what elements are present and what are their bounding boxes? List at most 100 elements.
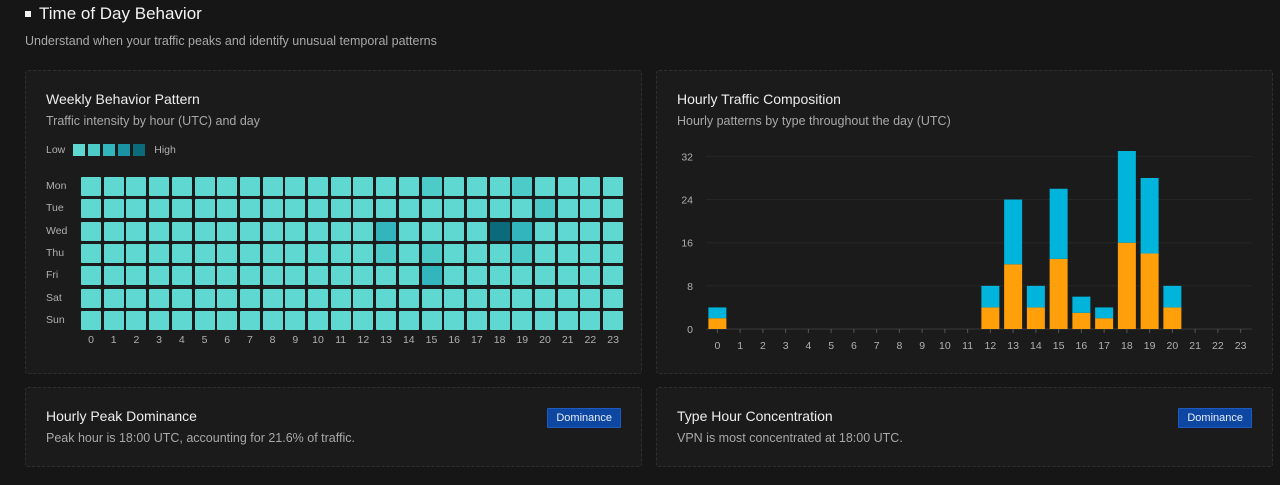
heatmap-cell[interactable]: [421, 177, 442, 196]
heatmap-cell[interactable]: [262, 199, 283, 219]
heatmap-cell[interactable]: [262, 177, 283, 196]
heatmap-cell[interactable]: [444, 266, 465, 286]
heatmap-cell[interactable]: [194, 199, 215, 219]
heatmap-cell[interactable]: [512, 243, 533, 263]
heatmap-cell[interactable]: [444, 243, 465, 263]
heatmap-cell[interactable]: [421, 266, 442, 286]
heatmap-cell[interactable]: [81, 221, 101, 241]
heatmap-cell[interactable]: [376, 310, 397, 330]
heatmap-cell[interactable]: [171, 221, 192, 241]
heatmap-cell[interactable]: [149, 266, 170, 286]
heatmap-cell[interactable]: [466, 310, 487, 330]
heatmap-cell[interactable]: [444, 310, 465, 330]
heatmap-cell[interactable]: [285, 221, 306, 241]
heatmap-cell[interactable]: [466, 266, 487, 286]
heatmap-cell[interactable]: [126, 243, 147, 263]
heatmap-cell[interactable]: [353, 199, 374, 219]
heatmap-cell[interactable]: [149, 177, 170, 196]
heatmap-cell[interactable]: [330, 199, 351, 219]
heatmap-cell[interactable]: [512, 177, 533, 196]
heatmap-cell[interactable]: [376, 288, 397, 308]
heatmap-cell[interactable]: [557, 266, 578, 286]
heatmap-cell[interactable]: [330, 288, 351, 308]
heatmap-cell[interactable]: [353, 288, 374, 308]
heatmap-cell[interactable]: [444, 288, 465, 308]
heatmap-cell[interactable]: [171, 310, 192, 330]
heatmap-cell[interactable]: [580, 221, 601, 241]
heatmap-cell[interactable]: [376, 177, 397, 196]
heatmap-cell[interactable]: [81, 266, 101, 286]
heatmap-cell[interactable]: [171, 177, 192, 196]
heatmap-cell[interactable]: [489, 310, 510, 330]
heatmap-cell[interactable]: [194, 243, 215, 263]
heatmap-cell[interactable]: [557, 310, 578, 330]
heatmap-cell[interactable]: [308, 199, 328, 219]
heatmap-cell[interactable]: [217, 266, 238, 286]
heatmap-cell[interactable]: [603, 177, 624, 196]
heatmap-cell[interactable]: [580, 310, 601, 330]
heatmap-cell[interactable]: [603, 310, 624, 330]
heatmap-cell[interactable]: [489, 177, 510, 196]
heatmap-cell[interactable]: [308, 266, 328, 286]
heatmap-cell[interactable]: [149, 199, 170, 219]
heatmap-cell[interactable]: [149, 288, 170, 308]
heatmap-cell[interactable]: [535, 221, 555, 241]
heatmap-cell[interactable]: [126, 199, 147, 219]
heatmap-cell[interactable]: [512, 266, 533, 286]
heatmap-cell[interactable]: [149, 310, 170, 330]
heatmap-cell[interactable]: [171, 243, 192, 263]
heatmap-cell[interactable]: [466, 243, 487, 263]
heatmap-cell[interactable]: [603, 266, 624, 286]
heatmap-cell[interactable]: [103, 243, 124, 263]
heatmap-cell[interactable]: [262, 266, 283, 286]
heatmap-cell[interactable]: [466, 288, 487, 308]
heatmap-cell[interactable]: [194, 266, 215, 286]
heatmap-cell[interactable]: [285, 199, 306, 219]
heatmap-cell[interactable]: [580, 177, 601, 196]
heatmap-cell[interactable]: [126, 221, 147, 241]
heatmap-cell[interactable]: [81, 177, 101, 196]
heatmap-cell[interactable]: [262, 310, 283, 330]
heatmap-cell[interactable]: [466, 177, 487, 196]
heatmap-cell[interactable]: [330, 310, 351, 330]
heatmap-cell[interactable]: [149, 243, 170, 263]
heatmap-cell[interactable]: [398, 177, 419, 196]
heatmap-cell[interactable]: [285, 177, 306, 196]
heatmap-cell[interactable]: [285, 310, 306, 330]
heatmap-cell[interactable]: [535, 199, 555, 219]
heatmap-cell[interactable]: [239, 310, 260, 330]
heatmap-cell[interactable]: [580, 243, 601, 263]
heatmap-cell[interactable]: [126, 288, 147, 308]
heatmap-cell[interactable]: [535, 177, 555, 196]
heatmap-cell[interactable]: [398, 288, 419, 308]
heatmap-cell[interactable]: [239, 243, 260, 263]
heatmap-cell[interactable]: [353, 221, 374, 241]
heatmap-cell[interactable]: [308, 288, 328, 308]
heatmap-cell[interactable]: [421, 288, 442, 308]
heatmap-cell[interactable]: [171, 288, 192, 308]
heatmap-cell[interactable]: [421, 243, 442, 263]
heatmap-cell[interactable]: [103, 288, 124, 308]
heatmap-cell[interactable]: [262, 288, 283, 308]
heatmap-cell[interactable]: [557, 221, 578, 241]
heatmap-cell[interactable]: [171, 266, 192, 286]
heatmap-cell[interactable]: [489, 288, 510, 308]
heatmap-cell[interactable]: [557, 177, 578, 196]
heatmap-cell[interactable]: [81, 243, 101, 263]
heatmap-cell[interactable]: [308, 243, 328, 263]
heatmap-cell[interactable]: [580, 266, 601, 286]
heatmap-cell[interactable]: [444, 221, 465, 241]
heatmap-cell[interactable]: [217, 221, 238, 241]
heatmap-cell[interactable]: [603, 243, 624, 263]
heatmap-cell[interactable]: [103, 177, 124, 196]
heatmap-cell[interactable]: [217, 310, 238, 330]
heatmap-cell[interactable]: [535, 243, 555, 263]
heatmap-cell[interactable]: [489, 221, 510, 241]
heatmap-cell[interactable]: [376, 243, 397, 263]
heatmap-cell[interactable]: [262, 243, 283, 263]
heatmap-cell[interactable]: [603, 199, 624, 219]
heatmap-cell[interactable]: [603, 288, 624, 308]
heatmap-cell[interactable]: [557, 243, 578, 263]
heatmap-cell[interactable]: [239, 266, 260, 286]
heatmap-cell[interactable]: [308, 177, 328, 196]
